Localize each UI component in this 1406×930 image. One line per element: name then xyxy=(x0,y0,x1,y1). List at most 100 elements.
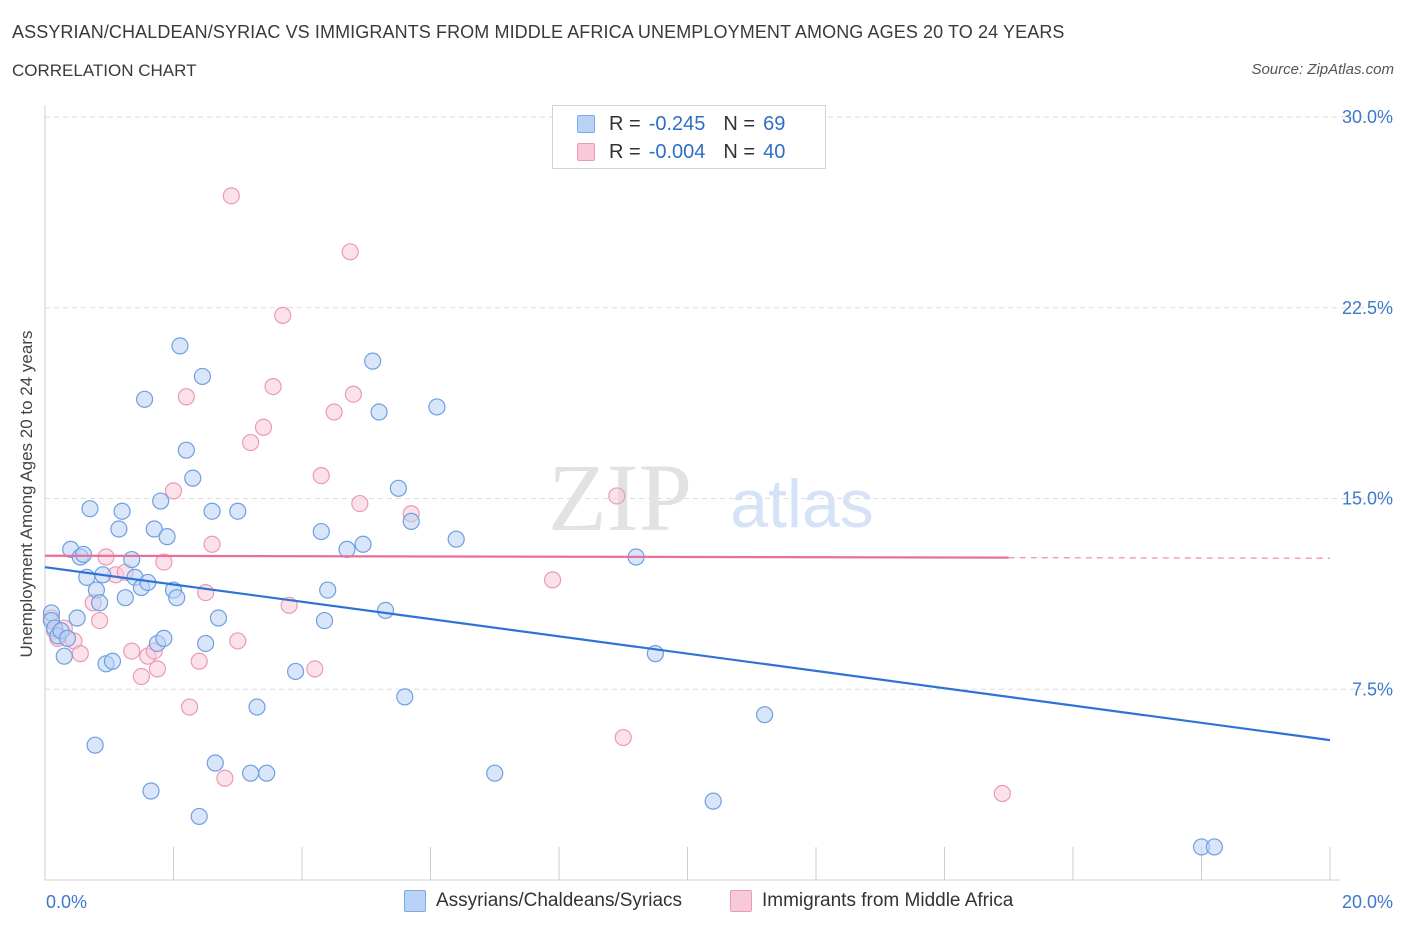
data-point xyxy=(312,467,330,485)
data-point xyxy=(242,764,260,782)
data-point xyxy=(325,403,343,421)
data-point xyxy=(68,609,86,627)
data-point xyxy=(155,553,173,571)
legend-r-label: R = xyxy=(609,140,641,163)
data-point xyxy=(993,784,1011,803)
data-point xyxy=(222,187,240,205)
data-point xyxy=(216,769,234,787)
data-point xyxy=(58,629,77,647)
data-point xyxy=(197,634,215,653)
data-point xyxy=(229,502,247,520)
trend-lines xyxy=(44,554,1331,742)
data-point xyxy=(755,706,774,724)
data-point xyxy=(203,535,221,553)
data-point xyxy=(91,611,109,630)
data-point xyxy=(286,662,305,681)
data-point xyxy=(148,660,167,678)
y-tick-label: 30.0% xyxy=(1342,107,1393,127)
data-point xyxy=(274,306,292,324)
data-point xyxy=(164,482,183,500)
data-point xyxy=(177,441,195,459)
source-label: Source: ZipAtlas.com xyxy=(1251,61,1394,78)
data-point xyxy=(319,581,337,599)
data-point xyxy=(389,479,407,497)
data-point xyxy=(447,530,465,548)
data-point xyxy=(376,601,395,620)
data-point xyxy=(71,645,89,663)
data-point xyxy=(486,764,504,782)
legend-n-label: N = xyxy=(723,112,756,135)
data-point xyxy=(254,418,273,436)
data-point xyxy=(258,764,276,782)
data-point xyxy=(158,528,176,546)
data-point xyxy=(402,512,420,530)
y-tick-label: 7.5% xyxy=(1352,679,1393,699)
legend-label-middle-africa: Immigrants from Middle Africa xyxy=(762,890,1014,911)
data-point xyxy=(91,594,109,612)
data-point xyxy=(614,728,632,747)
trend-line-assyrians xyxy=(44,566,1331,742)
data-point xyxy=(248,698,266,716)
data-point xyxy=(351,494,369,513)
legend-row-pink: R = -0.004 N = 40 xyxy=(577,140,785,164)
legend-row-blue: R = -0.245 N = 69 xyxy=(577,112,785,136)
data-point xyxy=(338,540,356,558)
data-point xyxy=(180,698,199,716)
data-point xyxy=(113,502,131,520)
trend-line-middle-africa-dashed xyxy=(1008,556,1331,559)
data-point xyxy=(55,647,73,665)
data-point xyxy=(86,736,104,754)
data-point xyxy=(135,390,154,408)
watermark: ZIP atlas xyxy=(548,444,874,551)
legend-item-middle-africa: Immigrants from Middle Africa xyxy=(730,890,1013,912)
tick-labels: 7.5% 15.0% 22.5% 30.0% 0.0% 20.0% xyxy=(46,107,1393,912)
data-point xyxy=(364,352,382,370)
data-point xyxy=(97,548,115,566)
data-point xyxy=(229,632,247,650)
data-point xyxy=(142,782,160,800)
data-point xyxy=(344,385,362,403)
data-point xyxy=(209,609,228,627)
legend-r-label: R = xyxy=(609,112,641,135)
data-point xyxy=(428,398,446,416)
x-tick-label-max: 20.0% xyxy=(1342,892,1393,912)
data-point xyxy=(370,403,388,421)
legend-n-label: N = xyxy=(723,140,756,163)
data-point xyxy=(103,652,122,670)
legend-r-value: -0.004 xyxy=(648,140,706,163)
data-point xyxy=(242,433,260,452)
legend-swatch-pink xyxy=(577,143,595,161)
data-point xyxy=(704,792,722,810)
legend-r-value: -0.245 xyxy=(648,112,706,135)
data-point xyxy=(123,642,141,660)
x-tick-label-min: 0.0% xyxy=(46,892,87,912)
data-point xyxy=(312,522,330,541)
data-point xyxy=(74,545,93,564)
trend-line-middle-africa xyxy=(44,554,1009,559)
data-point xyxy=(190,807,208,826)
data-point xyxy=(315,611,334,630)
data-point xyxy=(341,243,359,261)
data-point xyxy=(81,500,99,518)
legend-item-assyrians: Assyrians/Chaldeans/Syriacs xyxy=(404,890,682,912)
data-point xyxy=(171,337,189,355)
legend-n-value: 40 xyxy=(763,140,786,163)
data-point xyxy=(264,377,282,396)
y-tick-label: 22.5% xyxy=(1342,298,1393,318)
data-point xyxy=(132,667,150,686)
correlation-legend: R = -0.245 N = 69 R = -0.004 N = 40 xyxy=(552,105,826,169)
data-point xyxy=(155,629,173,647)
axes xyxy=(44,105,1340,881)
data-point xyxy=(168,589,186,607)
data-point xyxy=(116,589,134,607)
legend-swatch-pink xyxy=(730,890,752,912)
data-point xyxy=(206,754,224,772)
data-point xyxy=(193,367,212,386)
data-point xyxy=(184,469,202,487)
data-point xyxy=(1205,838,1223,856)
legend-swatch-blue xyxy=(577,115,595,133)
data-point xyxy=(123,550,141,569)
watermark-atlas: atlas xyxy=(730,466,874,542)
data-point xyxy=(306,660,324,678)
